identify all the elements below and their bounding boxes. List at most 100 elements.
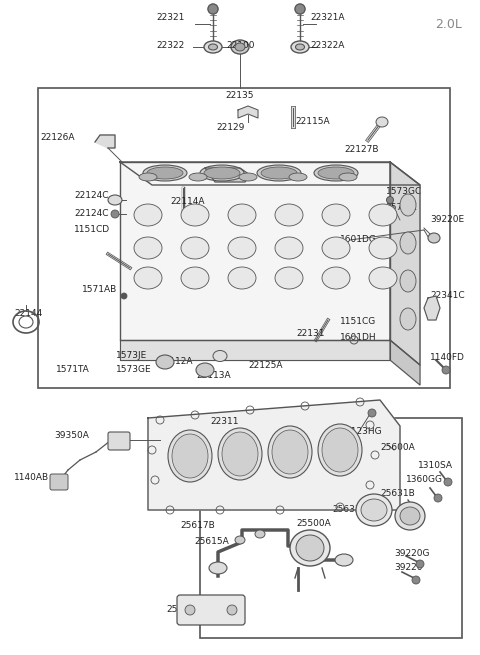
Polygon shape: [390, 340, 420, 385]
Text: 1573GH: 1573GH: [192, 174, 229, 183]
Ellipse shape: [172, 434, 208, 478]
Text: 1151CD: 1151CD: [74, 225, 110, 234]
Text: 1573JE: 1573JE: [116, 352, 147, 360]
Ellipse shape: [204, 41, 222, 53]
Ellipse shape: [208, 4, 218, 14]
Polygon shape: [95, 135, 115, 148]
Text: 22129: 22129: [216, 124, 244, 132]
Text: 22114A: 22114A: [170, 198, 204, 206]
Bar: [38, 88, 450, 388]
Text: 39350A: 39350A: [54, 432, 89, 441]
FancyBboxPatch shape: [177, 595, 245, 625]
Text: 1573GC: 1573GC: [386, 187, 422, 196]
Ellipse shape: [272, 430, 308, 474]
Ellipse shape: [156, 355, 174, 369]
Ellipse shape: [314, 165, 358, 181]
Text: 22341C: 22341C: [430, 291, 465, 301]
Ellipse shape: [181, 204, 209, 226]
Text: 22322A: 22322A: [310, 41, 344, 50]
Text: 1571TA: 1571TA: [56, 365, 90, 375]
Text: 25600A: 25600A: [380, 443, 415, 453]
Ellipse shape: [196, 363, 214, 377]
Ellipse shape: [108, 195, 122, 205]
Ellipse shape: [386, 196, 394, 204]
Ellipse shape: [228, 267, 256, 289]
Text: 1140AB: 1140AB: [14, 474, 49, 483]
Text: 39220: 39220: [394, 563, 422, 572]
Text: 39220E: 39220E: [430, 215, 464, 225]
Text: 22113A: 22113A: [196, 371, 230, 381]
Ellipse shape: [322, 237, 350, 259]
Ellipse shape: [444, 478, 452, 486]
Text: 22125A: 22125A: [248, 362, 283, 371]
Ellipse shape: [134, 267, 162, 289]
Ellipse shape: [339, 173, 357, 181]
Ellipse shape: [361, 499, 387, 521]
Ellipse shape: [296, 535, 324, 561]
Ellipse shape: [208, 44, 217, 50]
Ellipse shape: [322, 267, 350, 289]
Text: 22311: 22311: [210, 417, 239, 426]
Ellipse shape: [121, 293, 127, 299]
Ellipse shape: [231, 40, 249, 54]
Ellipse shape: [369, 204, 397, 226]
Ellipse shape: [428, 233, 440, 243]
Text: 22127B: 22127B: [344, 145, 379, 155]
Ellipse shape: [239, 173, 257, 181]
Text: 2.0L: 2.0L: [435, 18, 462, 31]
Ellipse shape: [255, 530, 265, 538]
Ellipse shape: [400, 507, 420, 525]
Text: 1360GG: 1360GG: [406, 476, 443, 485]
Ellipse shape: [318, 424, 362, 476]
Ellipse shape: [416, 560, 424, 568]
Text: 25614: 25614: [166, 605, 194, 614]
Ellipse shape: [213, 350, 227, 362]
Ellipse shape: [400, 232, 416, 254]
Ellipse shape: [147, 167, 183, 179]
Polygon shape: [148, 400, 400, 510]
Ellipse shape: [335, 554, 353, 566]
Polygon shape: [120, 340, 390, 360]
Ellipse shape: [228, 204, 256, 226]
Ellipse shape: [412, 576, 420, 584]
Text: 1601DH: 1601DH: [340, 333, 377, 343]
Ellipse shape: [400, 270, 416, 292]
Text: 25500A: 25500A: [296, 519, 331, 529]
Ellipse shape: [235, 43, 245, 51]
Text: 1140FD: 1140FD: [430, 354, 465, 362]
Polygon shape: [238, 106, 258, 118]
Text: 22112A: 22112A: [158, 358, 192, 367]
Ellipse shape: [222, 432, 258, 476]
Text: 22135: 22135: [226, 92, 254, 100]
Ellipse shape: [356, 494, 392, 526]
Polygon shape: [120, 162, 420, 185]
Text: 22321A: 22321A: [310, 14, 345, 22]
Ellipse shape: [290, 530, 330, 566]
Ellipse shape: [181, 267, 209, 289]
Ellipse shape: [218, 428, 262, 480]
Ellipse shape: [400, 308, 416, 330]
Text: 25615A: 25615A: [194, 538, 229, 546]
Text: 22321: 22321: [156, 14, 185, 22]
Ellipse shape: [322, 428, 358, 472]
Text: 22322: 22322: [157, 41, 185, 50]
Ellipse shape: [322, 204, 350, 226]
Text: 22144: 22144: [14, 310, 42, 318]
Ellipse shape: [369, 237, 397, 259]
Ellipse shape: [143, 165, 187, 181]
Ellipse shape: [395, 502, 425, 530]
Text: 25617B: 25617B: [180, 521, 215, 531]
Ellipse shape: [134, 237, 162, 259]
Text: 25631B: 25631B: [380, 489, 415, 498]
Ellipse shape: [189, 173, 207, 181]
Ellipse shape: [168, 430, 212, 482]
Ellipse shape: [275, 204, 303, 226]
Text: 1573GE: 1573GE: [116, 365, 152, 375]
Ellipse shape: [289, 173, 307, 181]
Polygon shape: [424, 296, 440, 320]
Ellipse shape: [235, 536, 245, 544]
Ellipse shape: [257, 165, 301, 181]
Ellipse shape: [400, 194, 416, 216]
Text: 22124C: 22124C: [74, 191, 108, 200]
Ellipse shape: [204, 167, 240, 179]
